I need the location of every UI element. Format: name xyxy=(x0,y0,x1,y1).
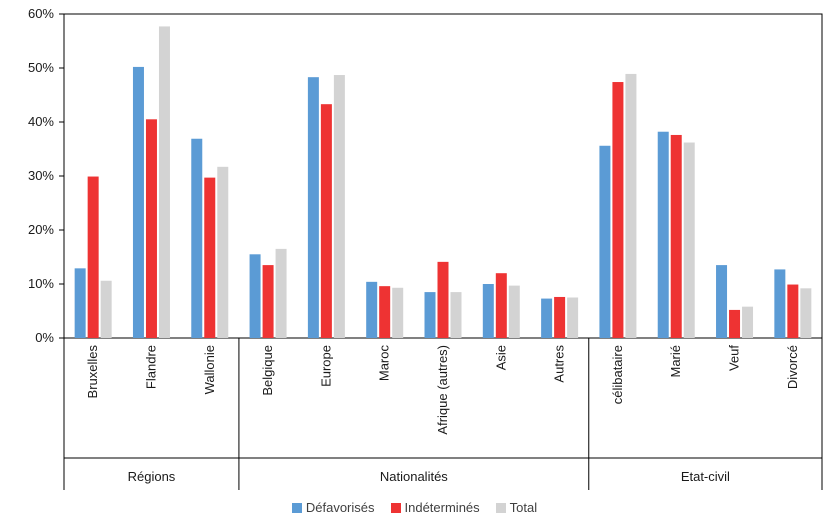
bar xyxy=(612,82,624,338)
y-tick-label: 20% xyxy=(28,222,54,237)
category-label: Europe xyxy=(318,345,333,387)
bar xyxy=(625,73,637,338)
legend-item-total: Total xyxy=(495,500,538,515)
bar xyxy=(567,297,579,338)
y-tick-label: 60% xyxy=(28,6,54,21)
y-tick-label: 50% xyxy=(28,60,54,75)
bar xyxy=(158,26,170,338)
legend-swatch-total xyxy=(495,502,506,513)
legend-swatch-indetermines xyxy=(390,502,401,513)
category-label: Bruxelles xyxy=(85,345,100,399)
category-label: Belgique xyxy=(260,345,275,396)
bar xyxy=(307,77,319,339)
y-tick-label: 40% xyxy=(28,114,54,129)
bar xyxy=(482,284,494,338)
legend-swatch-defavorises xyxy=(291,502,302,513)
bar xyxy=(541,298,553,338)
bar xyxy=(392,287,404,338)
y-tick-label: 30% xyxy=(28,168,54,183)
bar xyxy=(249,254,261,338)
category-label: célibataire xyxy=(610,345,625,404)
bar xyxy=(74,268,86,338)
bar xyxy=(333,75,345,339)
legend-label-defavorises: Défavorisés xyxy=(305,500,375,515)
bar xyxy=(191,138,203,338)
bar xyxy=(437,261,449,338)
category-label: Divorcé xyxy=(785,345,800,389)
category-label: Wallonie xyxy=(202,345,217,394)
bar-chart: 0% 10% 20% 30% 40% 50% 60% Bruxelles Flandre Wall… xyxy=(28,6,823,490)
bar xyxy=(275,248,287,338)
category-label: Afrique (autres) xyxy=(435,345,450,435)
y-tick-label: 0% xyxy=(35,330,54,345)
bar xyxy=(379,286,391,338)
bar xyxy=(716,265,728,338)
bar xyxy=(683,142,695,338)
bar xyxy=(217,166,229,338)
bar xyxy=(657,131,669,338)
legend-label-indetermines: Indéterminés xyxy=(404,500,480,515)
bar xyxy=(204,177,216,338)
bar xyxy=(424,292,436,338)
legend-label-total: Total xyxy=(509,500,538,515)
category-label: Flandre xyxy=(143,345,158,389)
bar xyxy=(742,306,754,338)
group-label: Régions xyxy=(128,469,176,484)
bar xyxy=(145,119,157,338)
bar xyxy=(132,66,144,339)
bar xyxy=(554,296,566,338)
category-label: Asie xyxy=(493,345,508,370)
y-tick-label: 10% xyxy=(28,276,54,291)
group-label: Etat-civil xyxy=(681,469,730,484)
bar xyxy=(800,288,812,338)
category-label: Marié xyxy=(668,345,683,378)
bar xyxy=(320,104,332,339)
bar xyxy=(262,265,274,338)
legend-item-defavorises: Défavorisés xyxy=(291,500,375,515)
group-label: Nationalités xyxy=(380,469,448,484)
bar xyxy=(787,284,799,338)
bar xyxy=(495,273,507,338)
bar xyxy=(366,281,378,338)
bar xyxy=(599,145,611,338)
bar xyxy=(670,134,682,338)
legend-item-indetermines: Indéterminés xyxy=(390,500,480,515)
category-label: Maroc xyxy=(377,345,392,382)
legend: Défavorisés Indéterminés Total xyxy=(0,500,829,515)
bar xyxy=(729,309,741,338)
bar xyxy=(774,269,786,338)
bar xyxy=(450,292,462,338)
category-label: Veuf xyxy=(727,345,742,371)
category-label: Autres xyxy=(552,345,567,383)
bar xyxy=(508,285,520,338)
bar xyxy=(100,280,112,338)
bar xyxy=(87,176,99,338)
